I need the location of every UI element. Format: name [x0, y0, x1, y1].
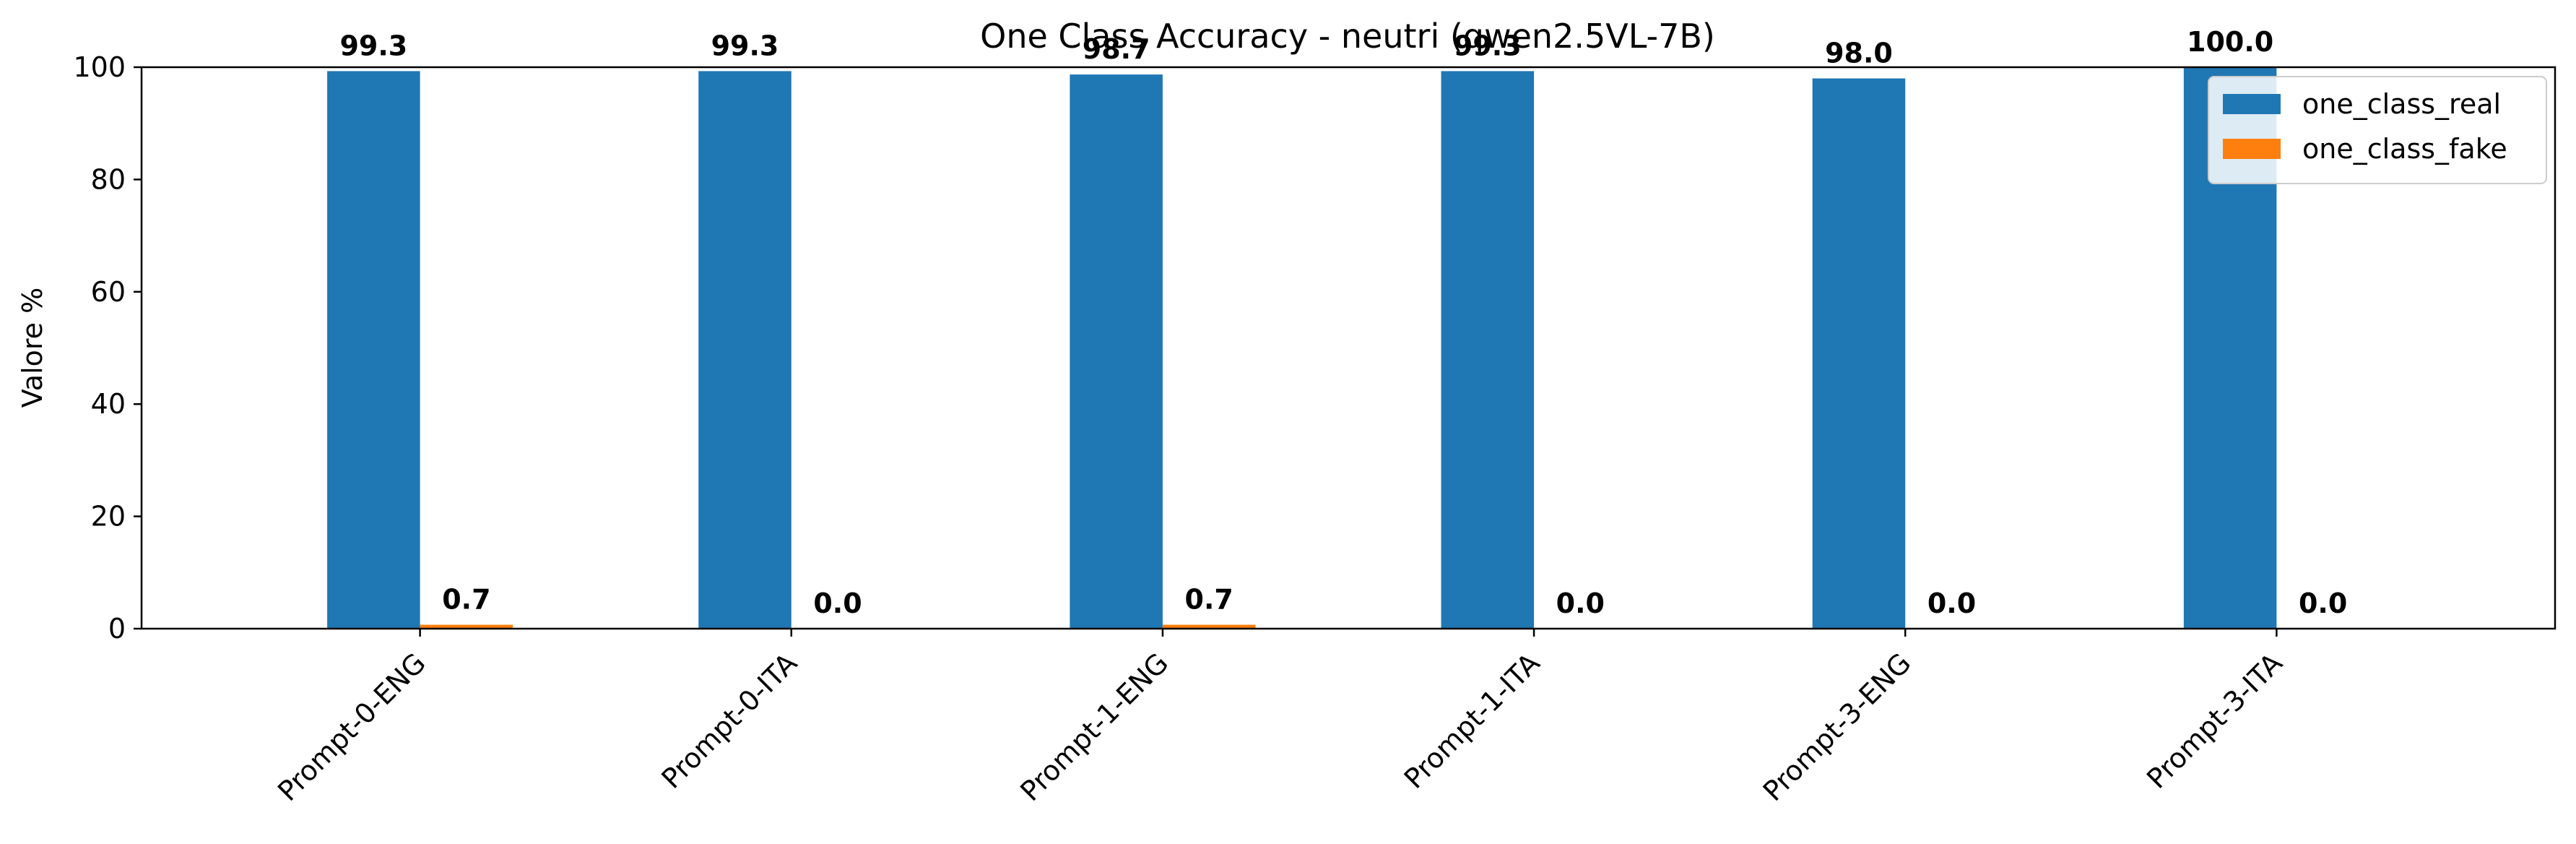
y-tick-label: 60 [91, 276, 126, 308]
legend-box [2208, 76, 2547, 184]
y-tick-label: 20 [91, 501, 126, 533]
bar-one_class_fake-2 [1162, 624, 1256, 629]
legend: one_class_real one_class_fake [2208, 76, 2547, 184]
y-tick-label: 40 [91, 388, 126, 420]
data-label-one_class_real-4: 98.0 [1825, 38, 1893, 69]
bar-one_class_real-4 [1812, 78, 1906, 629]
data-label-one_class_fake-2: 0.7 [1185, 584, 1233, 616]
data-label-one_class_real-1: 99.3 [711, 30, 779, 61]
chart-title: One Class Accuracy - neutri (qwen2.5VL-7… [980, 17, 1715, 56]
legend-label-one_class_fake: one_class_fake [2302, 133, 2507, 165]
bar-one_class_fake-0 [420, 624, 513, 629]
legend-swatch-one_class_real [2223, 94, 2281, 114]
data-label-one_class_real-2: 98.7 [1083, 33, 1150, 65]
data-label-one_class_fake-5: 0.0 [2299, 587, 2347, 619]
data-label-one_class_fake-1: 0.0 [813, 587, 862, 619]
y-tick-label: 80 [91, 163, 126, 195]
y-tick-label: 100 [73, 51, 126, 83]
bar-one_class_real-2 [1070, 74, 1163, 629]
data-label-one_class_fake-3: 0.0 [1556, 587, 1605, 619]
plot-frame [140, 66, 2557, 630]
y-tick-label: 0 [108, 613, 126, 645]
data-label-one_class_fake-4: 0.0 [1927, 587, 1976, 619]
bar-one_class_real-0 [327, 71, 420, 629]
legend-swatch-one_class_fake [2223, 139, 2281, 159]
legend-label-one_class_real: one_class_real [2302, 88, 2501, 120]
data-label-one_class_real-5: 100.0 [2187, 26, 2273, 58]
data-label-one_class_real-0: 99.3 [339, 30, 407, 61]
bar-one_class_real-1 [698, 71, 792, 629]
data-label-one_class_fake-0: 0.7 [442, 584, 490, 616]
y-axis-label: Valore % [17, 288, 48, 408]
data-label-one_class_real-3: 99.3 [1454, 30, 1522, 61]
bar-one_class_real-3 [1441, 71, 1535, 629]
